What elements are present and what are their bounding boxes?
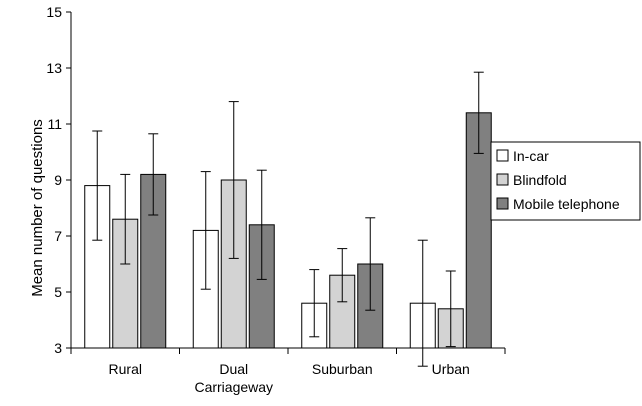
x-category-label: Dual	[219, 361, 248, 377]
x-category-label: Carriageway	[194, 379, 273, 395]
y-tick-label: 7	[54, 228, 62, 244]
legend-label: Blindfold	[513, 172, 567, 188]
legend-swatch	[496, 173, 509, 186]
bars	[84, 112, 492, 349]
legend: In-car Blindfold Mobile telephone	[490, 141, 641, 221]
y-axis: 3 5 7 9 11 13 15	[46, 4, 72, 356]
x-category-label: Rural	[109, 361, 142, 377]
legend-label: In-car	[513, 148, 549, 164]
legend-swatch	[496, 197, 509, 210]
y-tick-label: 13	[46, 60, 62, 76]
legend-swatch	[496, 149, 509, 162]
error-bars	[92, 71, 484, 367]
x-axis: Rural Dual Carriageway Suburban Urban	[70, 347, 506, 395]
legend-box	[490, 141, 641, 221]
x-category-label: Suburban	[312, 361, 373, 377]
y-axis-title: Mean number of questions	[29, 119, 46, 297]
y-tick-label: 11	[47, 116, 62, 132]
y-tick-label: 5	[54, 284, 62, 300]
y-tick-label: 9	[54, 172, 62, 188]
legend-label: Mobile telephone	[513, 196, 620, 212]
y-tick-label: 3	[54, 340, 62, 356]
y-tick-label: 15	[46, 4, 62, 20]
x-category-label: Urban	[432, 361, 470, 377]
